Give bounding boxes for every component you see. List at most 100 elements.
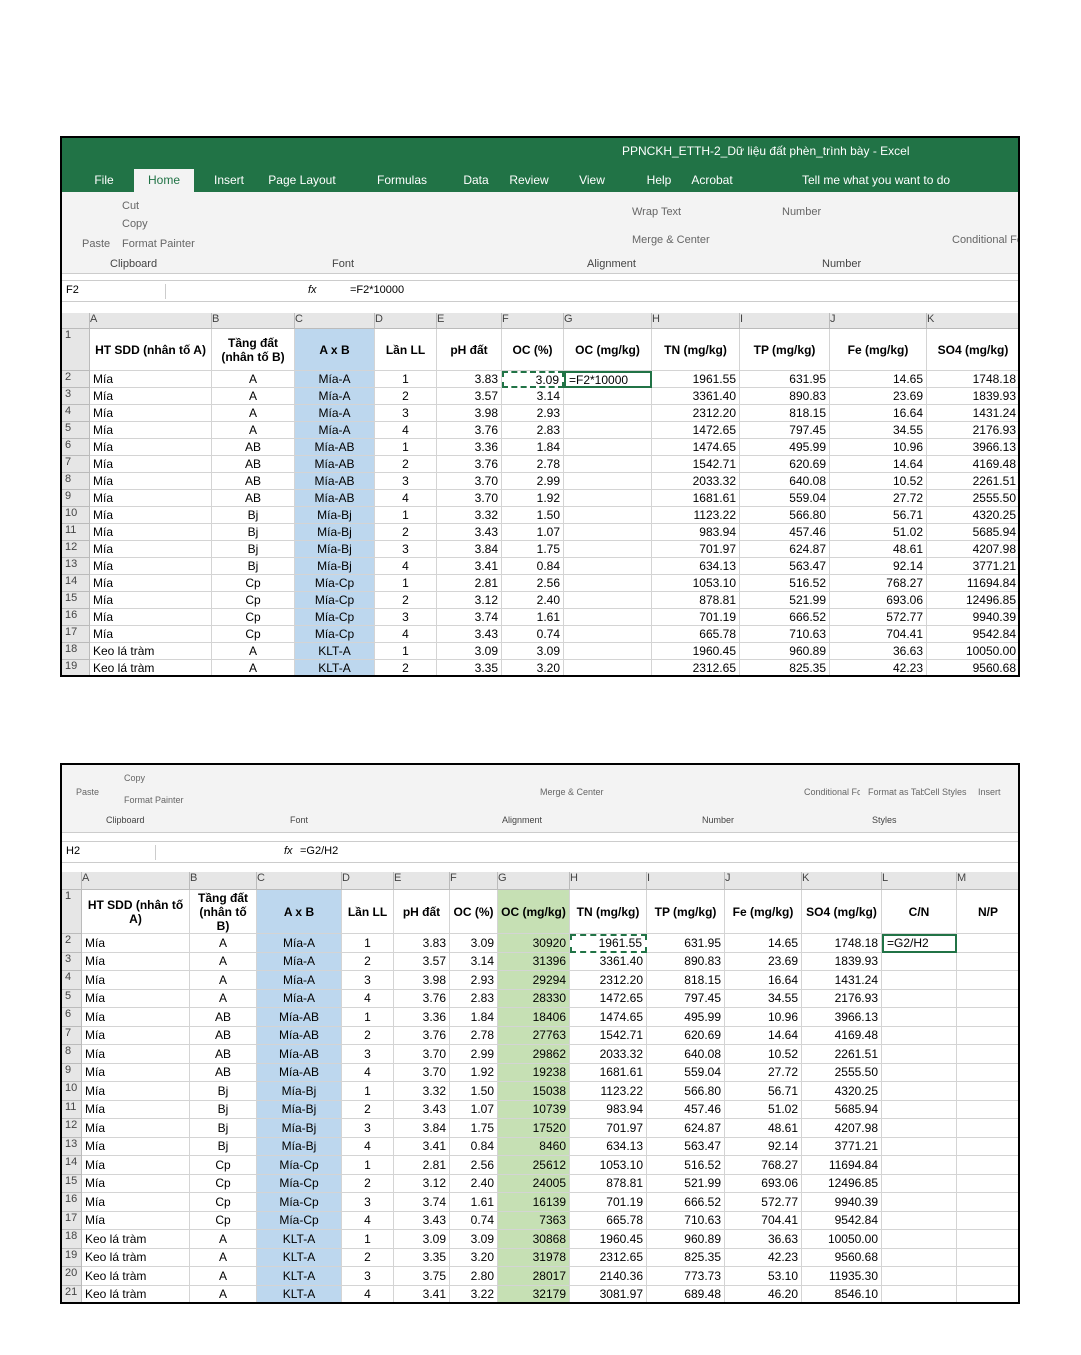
cell[interactable]: 797.45 (647, 989, 725, 1008)
cell[interactable]: 983.94 (652, 524, 740, 541)
cell[interactable]: 1.07 (502, 524, 564, 541)
cell[interactable]: A (190, 1248, 257, 1267)
cell[interactable]: 14.64 (830, 456, 927, 473)
cell[interactable] (957, 952, 1018, 971)
cell[interactable]: 3 (375, 405, 437, 422)
cell[interactable]: Mía (90, 507, 212, 524)
cell[interactable]: Mía-A (257, 952, 342, 971)
cell[interactable]: 29862 (498, 1045, 570, 1064)
cell[interactable] (957, 1285, 1018, 1302)
cell[interactable] (882, 1045, 957, 1064)
cell[interactable]: 3771.21 (802, 1137, 882, 1156)
cell[interactable]: Mía-Cp (295, 592, 375, 609)
cell[interactable]: Keo lá tràm (82, 1267, 190, 1286)
cell[interactable]: 12496.85 (927, 592, 1018, 609)
cell[interactable]: 9542.84 (802, 1211, 882, 1230)
ribbon-button[interactable]: Format Painter (122, 238, 195, 250)
cell[interactable]: 4 (342, 1285, 394, 1302)
cell[interactable]: Mía (90, 609, 212, 626)
cell[interactable]: 3.09 (437, 643, 502, 660)
cell[interactable]: 3.35 (437, 660, 502, 675)
row-number[interactable]: 6 (62, 439, 90, 456)
ribbon-button[interactable]: Cut (122, 200, 140, 212)
ribbon-button[interactable]: Conditional Formatting (804, 787, 860, 797)
cell[interactable]: 1474.65 (570, 1008, 647, 1027)
cell[interactable]: 710.63 (740, 626, 830, 643)
cell[interactable]: 51.02 (725, 1100, 802, 1119)
cell[interactable]: Mía (82, 1026, 190, 1045)
cell[interactable] (957, 971, 1018, 990)
cell[interactable]: 28330 (498, 989, 570, 1008)
cell[interactable] (882, 1137, 957, 1156)
cell[interactable]: Mía (82, 1045, 190, 1064)
row-number[interactable]: 9 (62, 1063, 82, 1082)
cell[interactable]: Mía-Bj (257, 1137, 342, 1156)
row-number[interactable]: 7 (62, 456, 90, 473)
cell[interactable]: Bj (212, 524, 295, 541)
cell[interactable]: 516.52 (740, 575, 830, 592)
cell[interactable]: 24005 (498, 1174, 570, 1193)
cell[interactable]: 27763 (498, 1026, 570, 1045)
cell[interactable]: Mía-Bj (257, 1082, 342, 1101)
cell[interactable]: Keo lá tràm (90, 660, 212, 675)
cell[interactable] (957, 1230, 1018, 1249)
cell[interactable]: 3.09 (394, 1230, 450, 1249)
row-number[interactable]: 12 (62, 541, 90, 558)
column-letter[interactable]: C (257, 872, 342, 890)
cell[interactable]: Mía-Cp (257, 1174, 342, 1193)
cell[interactable] (957, 1156, 1018, 1175)
cell[interactable]: 1.75 (450, 1119, 498, 1138)
cell[interactable]: 15038 (498, 1082, 570, 1101)
cell[interactable]: Mía-Bj (295, 524, 375, 541)
cell[interactable]: Mía-AB (257, 1008, 342, 1027)
row-number[interactable]: 14 (62, 1156, 82, 1175)
cell[interactable]: 31978 (498, 1248, 570, 1267)
ribbon-tab[interactable]: Page Layout (268, 173, 336, 187)
cell[interactable]: 566.80 (740, 507, 830, 524)
column-letter[interactable]: A (90, 313, 212, 329)
cell[interactable] (564, 422, 652, 439)
cell[interactable]: 3.09 (450, 1230, 498, 1249)
cell[interactable]: 768.27 (725, 1156, 802, 1175)
cell[interactable]: Mía (82, 1082, 190, 1101)
cell[interactable]: 2 (342, 1248, 394, 1267)
cell[interactable]: 31396 (498, 952, 570, 971)
cell[interactable]: Mía (90, 558, 212, 575)
column-letter[interactable]: J (830, 313, 927, 329)
row-number[interactable]: 16 (62, 1193, 82, 1212)
cell[interactable]: 1839.93 (927, 388, 1018, 405)
cell[interactable]: 19238 (498, 1063, 570, 1082)
cell[interactable]: 890.83 (647, 952, 725, 971)
cell[interactable]: 1 (342, 1082, 394, 1101)
ribbon-tab[interactable]: Home (134, 169, 194, 192)
row-number[interactable]: 11 (62, 1100, 82, 1119)
cell[interactable] (957, 1211, 1018, 1230)
cell[interactable]: 30868 (498, 1230, 570, 1249)
cell[interactable]: 10.96 (830, 439, 927, 456)
row-number[interactable]: 18 (62, 643, 90, 660)
cell[interactable]: Mía-Bj (257, 1100, 342, 1119)
cell[interactable]: 1681.61 (570, 1063, 647, 1082)
cell[interactable]: Bj (190, 1119, 257, 1138)
cell[interactable]: 3361.40 (652, 388, 740, 405)
cell[interactable]: Cp (212, 626, 295, 643)
cell[interactable]: 14.65 (830, 371, 927, 388)
cell[interactable] (564, 575, 652, 592)
cell[interactable]: 3.76 (437, 422, 502, 439)
cell[interactable]: 1.75 (502, 541, 564, 558)
cell[interactable]: 1123.22 (652, 507, 740, 524)
cell[interactable]: 2.93 (450, 971, 498, 990)
cell[interactable]: 4 (342, 989, 394, 1008)
cell[interactable]: 9940.39 (927, 609, 1018, 626)
cell[interactable]: 3.35 (394, 1248, 450, 1267)
cell[interactable]: 1123.22 (570, 1082, 647, 1101)
cell[interactable]: 797.45 (740, 422, 830, 439)
cell[interactable]: 46.20 (725, 1285, 802, 1302)
cell[interactable]: 2.81 (437, 575, 502, 592)
cell[interactable]: 3.84 (437, 541, 502, 558)
cell[interactable]: 3.09 (502, 643, 564, 660)
cell[interactable]: A (212, 371, 295, 388)
cell[interactable]: 10.96 (725, 1008, 802, 1027)
cell[interactable]: 8546.10 (802, 1285, 882, 1302)
cell[interactable]: A (190, 952, 257, 971)
